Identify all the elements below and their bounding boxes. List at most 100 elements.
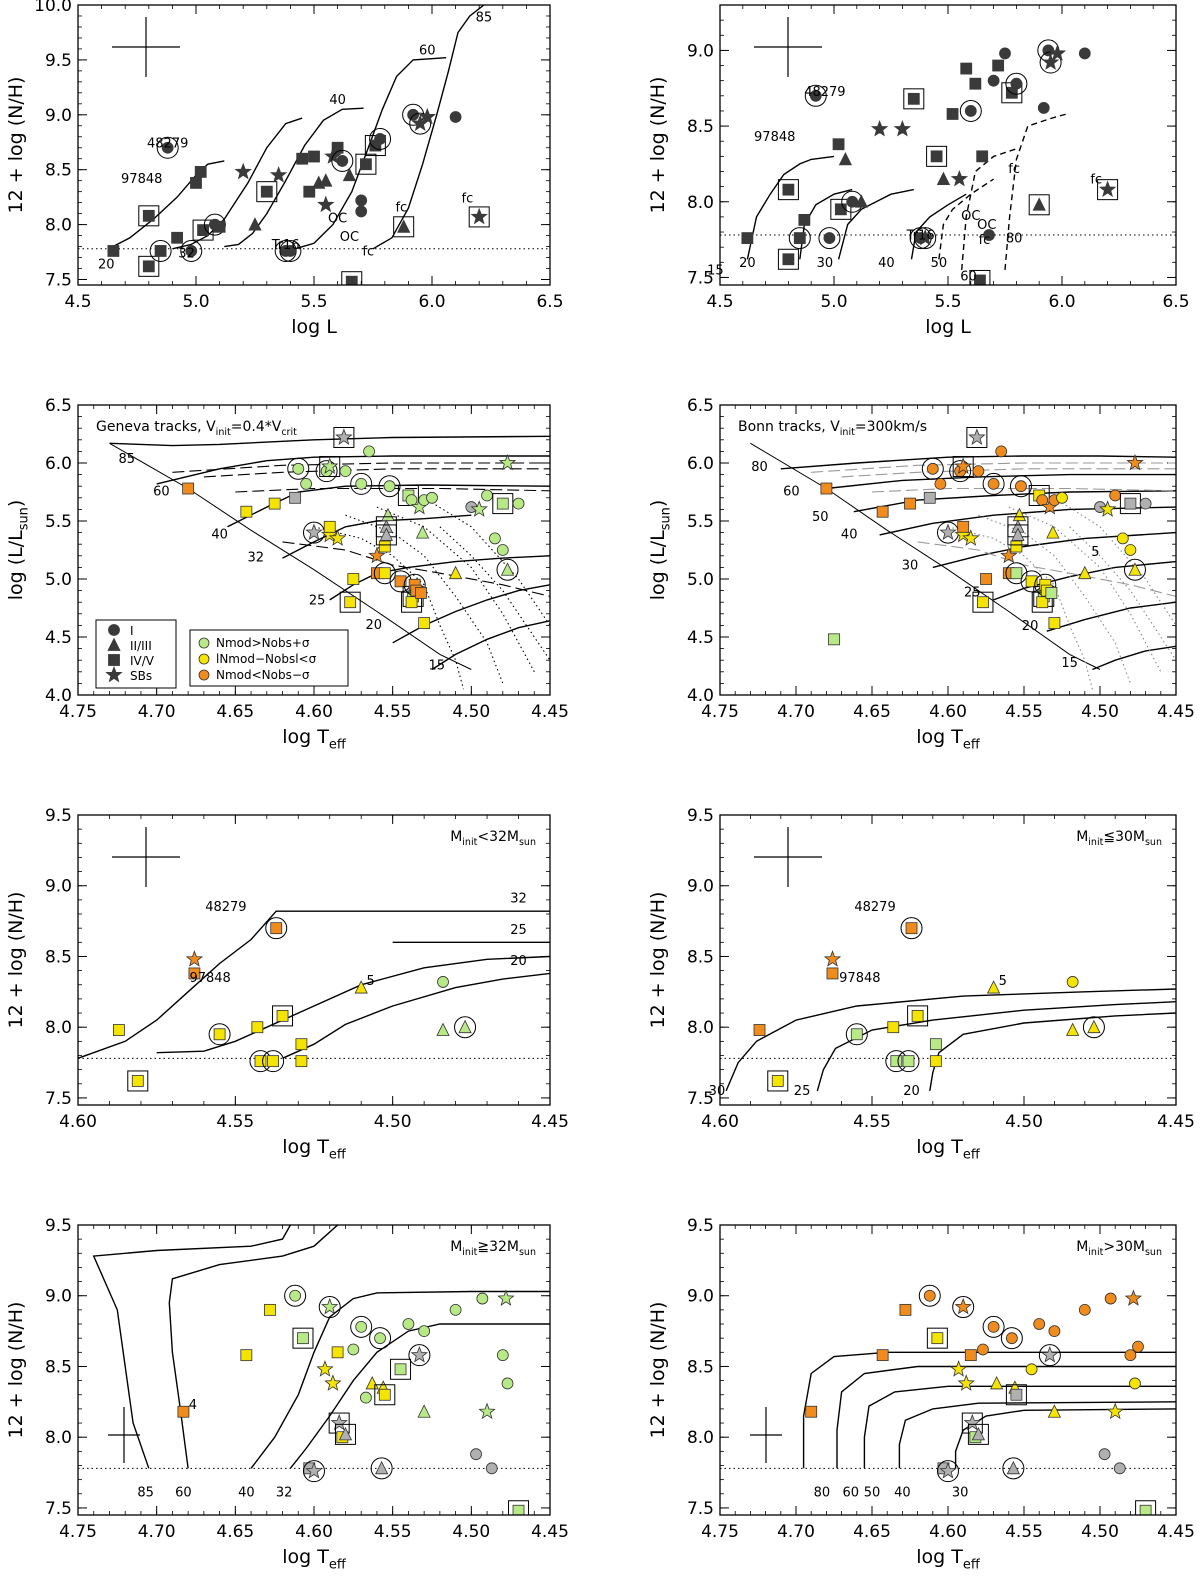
x-tick-label: 4.45 — [531, 702, 569, 722]
data-point — [292, 462, 305, 475]
annotation-label: 80 — [1006, 232, 1023, 247]
data-point — [1036, 494, 1049, 507]
annotation-label: 60 — [175, 1486, 192, 1501]
annotation-label: 5 — [999, 974, 1007, 989]
x-tick-label: 4.60 — [929, 702, 967, 722]
track-line — [172, 117, 303, 250]
x-tick-label: 6.0 — [1048, 292, 1075, 312]
track-line — [1069, 526, 1176, 661]
data-point — [923, 491, 936, 504]
data-point — [838, 151, 853, 166]
plot-area — [720, 39, 1176, 285]
x-tick-label: 4.60 — [929, 1522, 967, 1542]
track-line — [282, 541, 550, 597]
data-point — [500, 562, 515, 576]
data-point — [316, 1360, 334, 1377]
data-point — [185, 245, 198, 257]
data-point — [962, 529, 980, 546]
data-point — [957, 1374, 975, 1391]
annotation-label: 20 — [366, 618, 383, 633]
y-axis-label: 12 + log (N/H) — [647, 1302, 669, 1439]
data-point — [308, 150, 320, 163]
data-point — [1015, 480, 1027, 493]
point-ring — [937, 1460, 959, 1483]
data-point — [418, 107, 436, 125]
y-tick-label: 5.5 — [687, 512, 714, 532]
data-point — [485, 1462, 498, 1475]
point-box — [355, 153, 377, 175]
data-point — [415, 525, 430, 539]
y-tick-label: 7.5 — [687, 1499, 714, 1519]
point-box — [1005, 1384, 1027, 1406]
legend-entry: II/III — [130, 639, 152, 653]
data-point — [418, 617, 431, 629]
point-ring — [918, 1284, 941, 1307]
data-point — [1000, 546, 1018, 564]
data-point — [470, 207, 488, 225]
x-tick-label: 4.60 — [295, 1522, 333, 1542]
data-point — [276, 1009, 289, 1022]
point-box — [339, 591, 361, 613]
point-ring — [921, 457, 944, 480]
point-box — [468, 206, 490, 228]
data-point — [1010, 1388, 1023, 1401]
plot-frame — [77, 404, 551, 696]
annotation-label: 48279 — [205, 900, 246, 915]
y-axis-label: 12 + log (N/H) — [647, 892, 669, 1029]
track-line — [802, 1351, 1176, 1469]
x-axis-label: log Teff​ — [282, 726, 347, 753]
annotation-label: 15 — [428, 658, 445, 673]
data-point — [987, 1320, 1000, 1333]
annotation-label: 60 — [419, 43, 436, 58]
annotation-label: fc — [395, 200, 407, 215]
y-tick-label: 9.0 — [45, 106, 72, 126]
data-point — [476, 1292, 489, 1305]
data-point — [1124, 544, 1137, 556]
annotation-label: 30 — [902, 559, 919, 574]
track-line — [227, 484, 550, 528]
y-tick-label: 8.5 — [45, 947, 72, 967]
data-point — [131, 1075, 144, 1087]
legend-entry: SBs — [130, 669, 152, 683]
x-tick-label: 4.50 — [452, 702, 490, 722]
point-box — [334, 1423, 356, 1445]
y-tick-label: 7.5 — [45, 1089, 72, 1109]
data-point — [946, 108, 959, 120]
data-point — [1106, 1402, 1124, 1420]
data-point — [407, 108, 420, 121]
annotation-label: 50 — [931, 256, 948, 271]
x-tick-label: 4.70 — [138, 1522, 176, 1542]
data-point — [1033, 1318, 1046, 1330]
data-point — [355, 477, 368, 490]
annotation-label: Tr16 — [271, 238, 300, 253]
point-ring — [845, 1023, 868, 1046]
data-point — [405, 494, 418, 507]
x-tick-label: 4.5 — [706, 292, 733, 312]
track-line — [224, 107, 364, 248]
data-point — [850, 1028, 863, 1041]
data-point — [512, 497, 525, 510]
data-point — [992, 59, 1005, 72]
annotation-label: 85 — [137, 1486, 154, 1501]
x-tick-label: 4.50 — [1005, 1112, 1043, 1132]
legend-colors: Nmod>Nobs+σ lNmod−Nobsl<σ Nmod<Nobs−σ — [189, 629, 349, 687]
point-ring — [378, 475, 401, 498]
point-ring — [408, 1344, 431, 1367]
x-tick-label: 4.55 — [1005, 702, 1043, 722]
point-box — [138, 255, 160, 277]
data-point — [324, 1374, 342, 1391]
plot-frame — [77, 4, 551, 286]
point-ring — [350, 1315, 373, 1338]
x-tick-label: 4.55 — [216, 1112, 254, 1132]
data-point — [347, 1343, 360, 1356]
data-point — [328, 529, 347, 546]
x-tick-label: 4.5 — [64, 292, 91, 312]
data-point — [448, 565, 463, 580]
data-point — [1048, 44, 1067, 61]
data-point — [260, 185, 273, 198]
annotation-label: 30 — [817, 256, 834, 271]
data-point — [321, 1297, 339, 1315]
data-point — [303, 185, 316, 198]
x-tick-label: 4.55 — [1005, 1522, 1043, 1542]
y-tick-label: 4.0 — [45, 686, 72, 706]
